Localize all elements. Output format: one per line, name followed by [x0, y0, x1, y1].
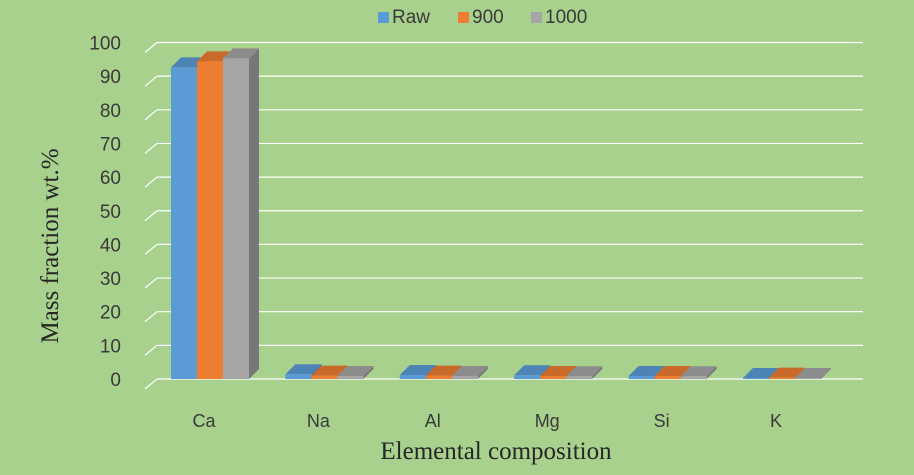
y-tick-label: 20 — [100, 303, 121, 324]
x-category-label: Ca — [192, 411, 216, 431]
gridline-depth — [144, 42, 158, 53]
legend-entry: Raw — [378, 7, 430, 28]
x-category-label: K — [770, 411, 782, 431]
bar-side — [592, 366, 603, 379]
bar-side — [363, 365, 374, 379]
bar-front — [451, 375, 478, 379]
bar-side — [706, 366, 717, 379]
x-category-label: Al — [425, 411, 441, 431]
bar-front — [566, 376, 593, 379]
legend-swatch — [378, 12, 389, 23]
bar-front — [311, 375, 338, 379]
gridline-depth — [144, 344, 158, 356]
gridline-depth — [144, 210, 158, 222]
y-tick-label: 50 — [100, 202, 121, 223]
bar — [680, 366, 717, 379]
bar-front — [743, 377, 769, 379]
bar-front — [285, 374, 312, 379]
bar-front — [769, 377, 795, 379]
bar-top — [680, 366, 717, 377]
bar-top — [654, 365, 691, 376]
bar-front — [680, 376, 707, 379]
legend-label: 1000 — [545, 7, 587, 28]
legend-swatch — [531, 12, 542, 23]
bar-side — [477, 365, 488, 379]
gridline-depth — [144, 176, 158, 188]
y-tick-label: 10 — [100, 336, 121, 357]
bar-side — [249, 48, 259, 380]
bar-top — [514, 365, 551, 376]
bar-front — [197, 61, 223, 380]
bar-front — [654, 375, 681, 379]
bar-top — [795, 367, 831, 378]
x-axis-title: Elemental composition — [380, 438, 612, 465]
legend: Raw 900 1000 — [378, 7, 587, 28]
gridlines — [144, 41, 863, 390]
bar-side — [821, 367, 831, 379]
bars — [171, 48, 831, 380]
bar — [223, 48, 259, 380]
bar-top — [769, 367, 805, 378]
y-tick-label: 40 — [100, 235, 121, 256]
legend-entry: 900 — [458, 7, 504, 28]
y-tick-label: 0 — [110, 370, 121, 391]
gridline-depth — [144, 109, 158, 121]
bar — [795, 367, 831, 379]
x-category-labels: Ca Na Al Mg Si K — [192, 411, 782, 431]
x-category-label: Mg — [535, 411, 560, 431]
bar-top — [399, 364, 436, 375]
bar-top — [337, 365, 374, 376]
bar-top — [223, 48, 259, 59]
gridline-depth — [144, 142, 158, 154]
gridline-depth — [144, 277, 158, 289]
bar-top — [743, 367, 779, 378]
bar — [451, 365, 488, 379]
y-tick-labels: 0 10 20 30 40 50 60 70 80 90 100 — [89, 34, 121, 392]
gridline-depth — [144, 311, 158, 323]
y-tick-label: 100 — [89, 34, 121, 55]
bar-front — [540, 375, 567, 379]
y-tick-label: 80 — [100, 101, 121, 122]
bar-front — [337, 375, 364, 379]
bar-top — [285, 364, 322, 375]
y-tick-label: 70 — [100, 134, 121, 155]
bar-top — [425, 365, 462, 376]
y-tick-label: 60 — [100, 168, 121, 189]
bar — [337, 365, 374, 379]
gridline-depth — [144, 75, 158, 87]
bar-front — [514, 375, 541, 379]
y-tick-label: 30 — [100, 269, 121, 290]
bar-top — [451, 365, 488, 376]
y-axis-title: Mass fraction wt.% — [37, 148, 64, 343]
y-tick-label: 90 — [100, 67, 121, 88]
gridline-depth — [144, 243, 158, 255]
legend-label: 900 — [472, 7, 504, 28]
bar — [566, 366, 603, 379]
bar-front — [425, 375, 452, 379]
bar-front — [795, 377, 821, 379]
legend-label: Raw — [392, 7, 430, 28]
x-category-label: Si — [654, 411, 670, 431]
bar-front — [628, 375, 655, 379]
x-category-label: Na — [307, 411, 331, 431]
bar-front — [223, 58, 249, 380]
bar-top — [566, 366, 603, 377]
bar-front — [171, 67, 197, 379]
bar-top — [628, 365, 665, 376]
bar-top — [311, 365, 348, 376]
legend-entry: 1000 — [531, 7, 587, 28]
legend-swatch — [458, 12, 469, 23]
bar-top — [540, 365, 577, 376]
gridline-depth — [144, 378, 158, 390]
bar-front — [399, 374, 426, 379]
